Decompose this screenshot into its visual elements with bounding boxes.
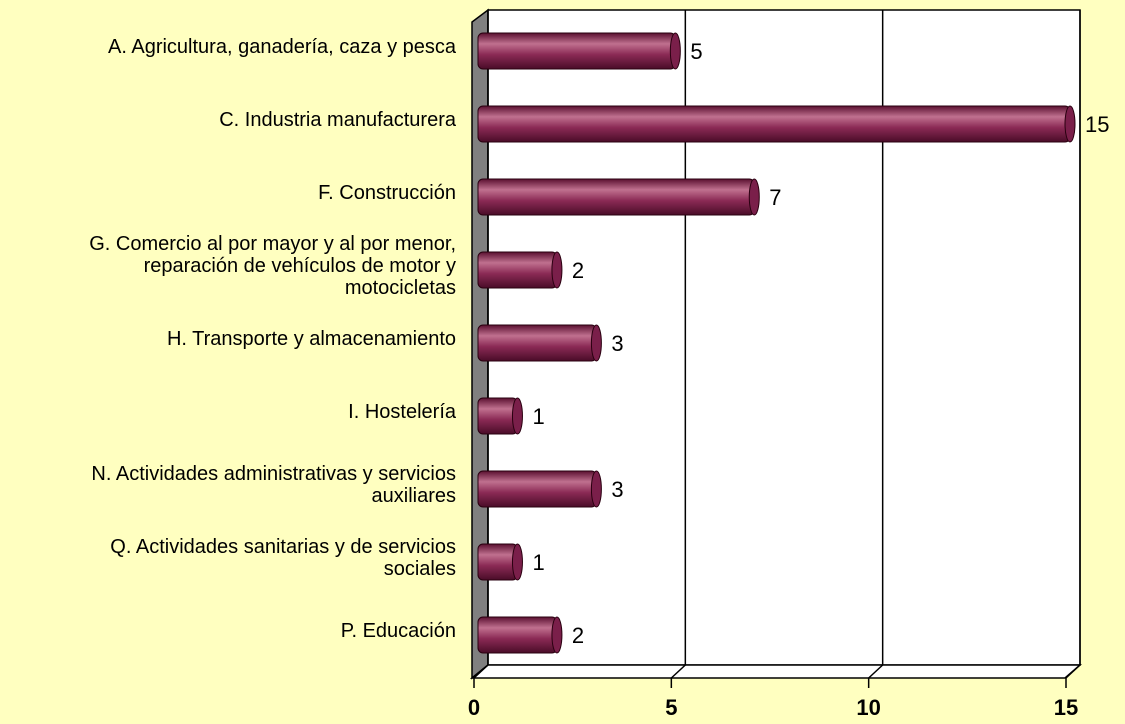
bar: [477, 251, 558, 289]
category-label: Q. Actividades sanitarias y de servicios…: [110, 536, 456, 580]
bar-cap: [551, 616, 563, 654]
bar: [477, 105, 1071, 143]
value-label: 5: [690, 39, 702, 64]
bar-cap: [590, 470, 602, 508]
category-label: G. Comercio al por mayor y al por menor,…: [89, 233, 456, 299]
bar: [477, 32, 676, 70]
x-tick-label: 0: [468, 695, 480, 720]
bar-cap: [748, 178, 760, 216]
value-label: 3: [611, 331, 623, 356]
bar: [477, 324, 597, 362]
bar-cap: [511, 397, 523, 435]
bar: [477, 397, 518, 435]
category-label: N. Actividades administrativas y servici…: [91, 463, 456, 507]
value-label: 2: [572, 258, 584, 283]
category-label: P. Educación: [340, 620, 456, 642]
floor-tick: [670, 664, 686, 679]
category-label: A. Agricultura, ganadería, caza y pesca: [108, 36, 456, 58]
category-label: I. Hostelería: [348, 401, 456, 423]
category-label: C. Industria manufacturera: [219, 109, 456, 131]
value-label: 7: [769, 185, 781, 210]
bar-cap: [511, 543, 523, 581]
x-tick-label: 5: [665, 695, 677, 720]
value-label: 3: [611, 477, 623, 502]
bar: [477, 178, 755, 216]
value-label: 1: [532, 550, 544, 575]
x-tick-label: 10: [856, 695, 880, 720]
category-label: F. Construcción: [318, 182, 456, 204]
floor-tick: [868, 664, 884, 679]
bar-cap: [590, 324, 602, 362]
bar-cap: [1064, 105, 1076, 143]
x-tick-label: 15: [1054, 695, 1078, 720]
bar: [477, 470, 597, 508]
bar: [477, 543, 518, 581]
bar: [477, 616, 558, 654]
value-label: 1: [532, 404, 544, 429]
floor: [469, 664, 1083, 679]
value-label: 2: [572, 623, 584, 648]
floor-tick: [473, 664, 489, 679]
bar-cap: [551, 251, 563, 289]
value-label: 15: [1085, 112, 1109, 137]
bar-cap: [669, 32, 681, 70]
category-label: H. Transporte y almacenamiento: [166, 328, 456, 350]
floor-tick: [1065, 664, 1081, 679]
